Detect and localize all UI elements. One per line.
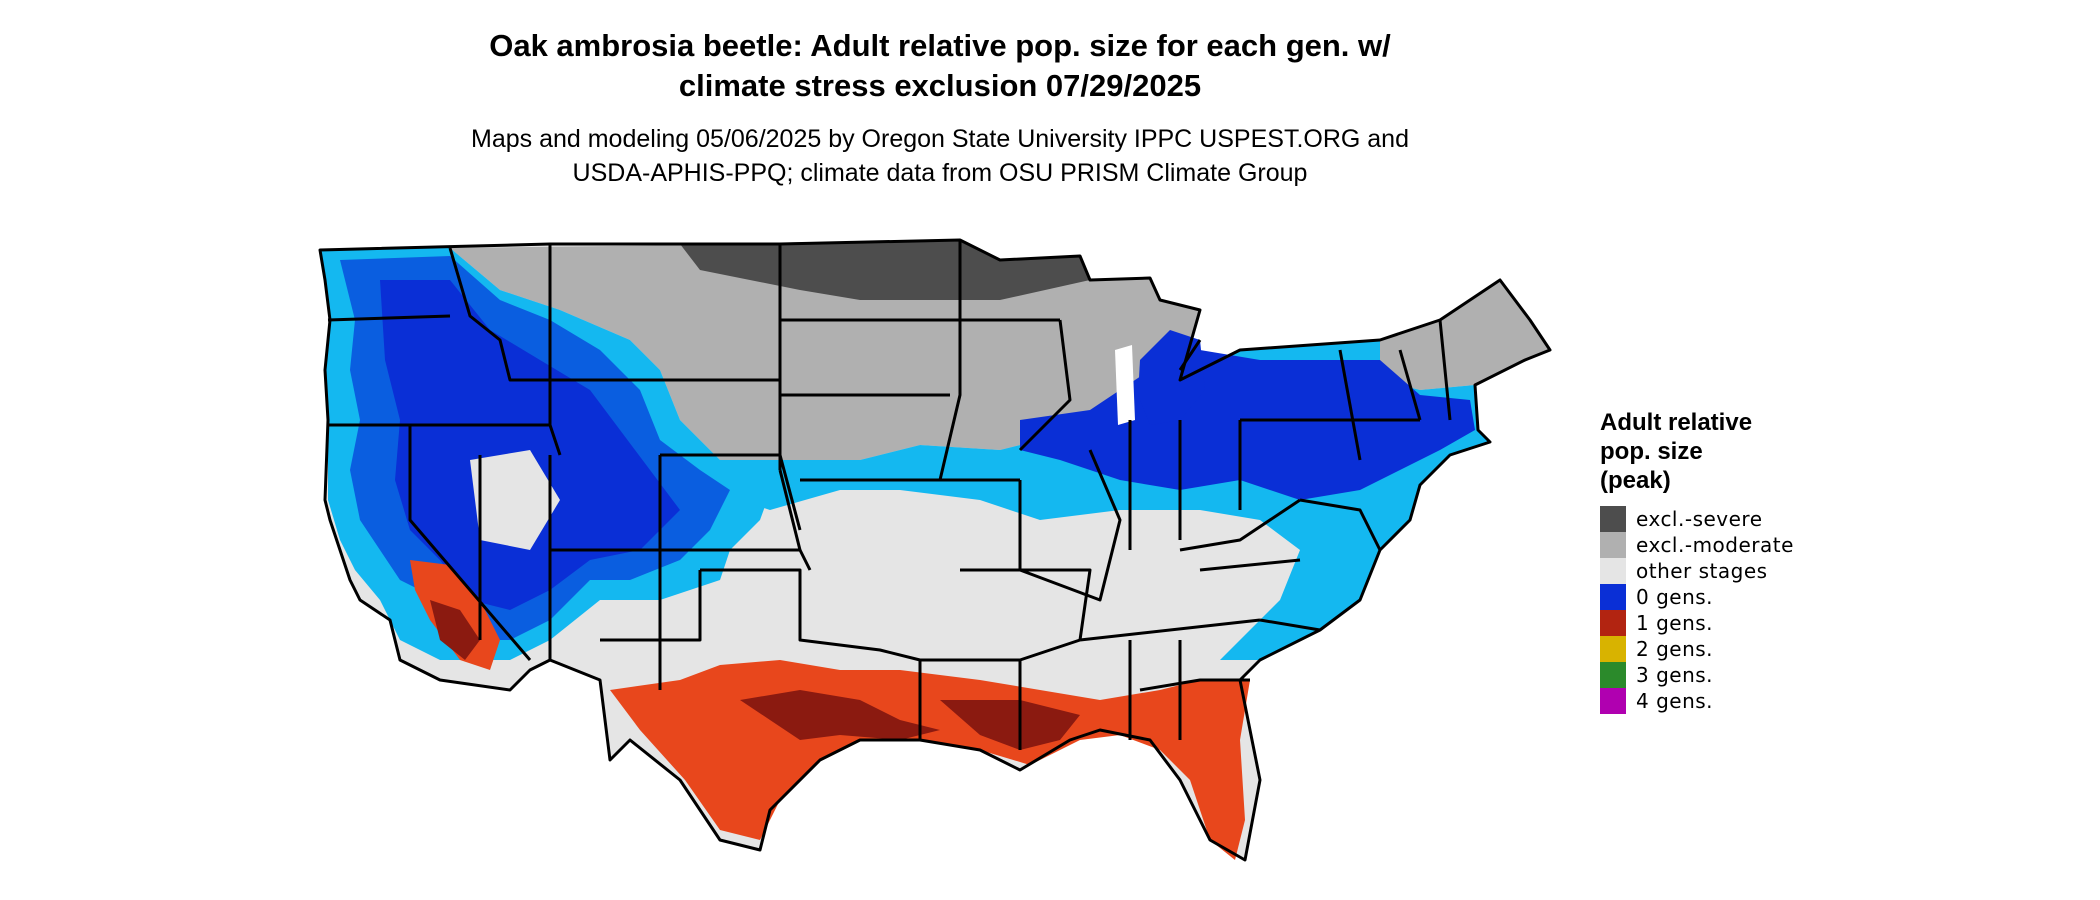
zone-southwest-red [430, 600, 480, 660]
legend-swatch [1600, 636, 1626, 662]
legend-item: excl.-severe [1600, 506, 1920, 532]
legend-label: excl.-severe [1636, 507, 1763, 531]
zone-west-dark-blue [380, 280, 680, 610]
subtitle-line-1: Maps and modeling 05/06/2025 by Oregon S… [471, 125, 1409, 153]
legend-title-line-2: pop. size [1600, 438, 1703, 465]
map-subtitle: Maps and modeling 05/06/2025 by Oregon S… [400, 122, 1480, 190]
title-line-2: climate stress exclusion 07/29/2025 [678, 68, 1202, 103]
legend-swatch [1600, 532, 1626, 558]
zone-excl-moderate-ne [1380, 280, 1550, 390]
zone-gulf-red-2 [940, 700, 1080, 750]
legend-label: other stages [1636, 559, 1768, 583]
zone-gulf-red [740, 690, 940, 740]
zone-lake-michigan [1115, 345, 1135, 425]
map-title: Oak ambrosia beetle: Adult relative pop.… [400, 26, 1480, 106]
us-map [318, 238, 1552, 862]
legend-title-line-3: (peak) [1600, 467, 1671, 494]
legend-swatch [1600, 688, 1626, 714]
legend-item: 3 gens. [1600, 662, 1920, 688]
legend: Adult relative pop. size (peak) excl.-se… [1600, 408, 1920, 714]
legend-label: 4 gens. [1636, 689, 1714, 713]
legend-item: 2 gens. [1600, 636, 1920, 662]
legend-item: 4 gens. [1600, 688, 1920, 714]
legend-label: 2 gens. [1636, 637, 1714, 661]
legend-item: excl.-moderate [1600, 532, 1920, 558]
legend-swatch [1600, 584, 1626, 610]
legend-title: Adult relative pop. size (peak) [1600, 408, 1920, 495]
legend-label: 3 gens. [1636, 663, 1714, 687]
title-line-1: Oak ambrosia beetle: Adult relative pop.… [489, 28, 1391, 63]
legend-swatch [1600, 558, 1626, 584]
legend-swatch [1600, 662, 1626, 688]
legend-title-line-1: Adult relative [1600, 409, 1753, 436]
subtitle-line-2: USDA-APHIS-PPQ; climate data from OSU PR… [572, 159, 1308, 187]
zone-east-deep-blue [1020, 350, 1475, 500]
zone-west-light-patch [470, 450, 560, 550]
legend-swatch [1600, 506, 1626, 532]
legend-item: 1 gens. [1600, 610, 1920, 636]
legend-swatch [1600, 610, 1626, 636]
legend-item: 0 gens. [1600, 584, 1920, 610]
legend-label: 0 gens. [1636, 585, 1714, 609]
legend-label: 1 gens. [1636, 611, 1714, 635]
legend-label: excl.-moderate [1636, 533, 1794, 557]
legend-item: other stages [1600, 558, 1920, 584]
state-boundaries [318, 238, 1552, 862]
